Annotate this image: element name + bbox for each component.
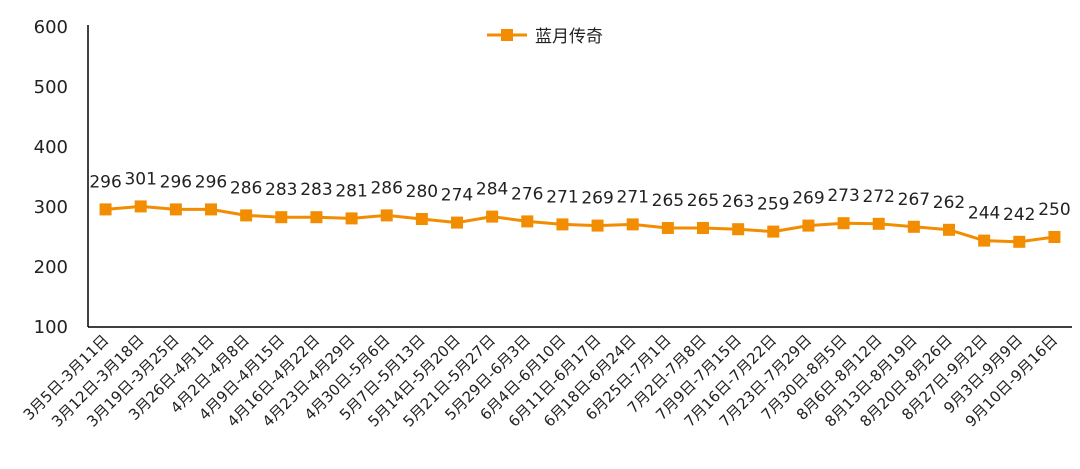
- data-label: 283: [300, 180, 332, 200]
- legend-marker-swatch: [501, 29, 513, 41]
- data-label: 269: [581, 189, 613, 209]
- data-point-marker: [661, 222, 674, 234]
- data-label: 286: [230, 178, 262, 198]
- y-tick-label: 200: [34, 257, 68, 278]
- data-point-marker: [837, 217, 850, 230]
- data-label: 296: [89, 172, 121, 192]
- data-label: 262: [933, 193, 965, 213]
- data-label: 263: [722, 192, 754, 212]
- data-point-marker: [275, 211, 288, 224]
- data-point-marker: [943, 223, 955, 236]
- data-point-marker: [907, 220, 920, 233]
- legend-label: 蓝月传奇: [535, 27, 603, 47]
- x-axis: 3月5日-3月11日3月12日-3月18日3月19日-3月25日3月26日-4月…: [20, 326, 1072, 431]
- data-label: 296: [195, 172, 227, 192]
- data-point-marker: [626, 218, 639, 231]
- data-label: 244: [968, 204, 1000, 224]
- data-point-marker: [486, 210, 499, 223]
- data-label: 269: [792, 189, 824, 209]
- data-label: 265: [652, 191, 684, 211]
- data-label: 267: [898, 190, 930, 210]
- data-point-marker: [205, 203, 217, 216]
- data-label: 242: [1003, 205, 1035, 225]
- data-point-marker: [380, 209, 393, 222]
- series-layer: 296 301 296 296 286 283 283 281 286 280 274 284 276 2…: [89, 169, 1071, 248]
- data-label: 283: [265, 180, 297, 200]
- data-point-marker: [697, 222, 709, 234]
- data-point-marker: [978, 234, 991, 247]
- y-axis: 100 200 300 400 500 600: [34, 17, 89, 338]
- data-label: 273: [827, 186, 859, 206]
- data-point-marker: [99, 203, 112, 216]
- data-label: 286: [370, 178, 402, 198]
- data-point-marker: [521, 215, 534, 228]
- data-point-marker: [556, 218, 569, 231]
- data-point-marker: [732, 223, 745, 236]
- data-label: 272: [862, 187, 894, 207]
- legend: 蓝月传奇: [487, 27, 603, 47]
- data-point-marker: [169, 203, 182, 216]
- data-label: 280: [406, 182, 438, 202]
- y-tick-label: 400: [34, 137, 68, 158]
- data-point-marker: [872, 217, 885, 230]
- y-tick-label: 300: [34, 197, 68, 218]
- data-point-marker: [767, 225, 780, 238]
- data-label: 271: [616, 187, 648, 207]
- data-point-marker: [451, 216, 463, 229]
- data-label: 265: [687, 191, 719, 211]
- y-tick-label: 600: [34, 17, 68, 38]
- data-point-marker: [345, 212, 358, 225]
- data-label: 274: [441, 186, 473, 206]
- series-line: [105, 204, 1055, 244]
- data-label: 271: [546, 187, 578, 207]
- data-label: 296: [160, 172, 192, 192]
- data-label: 250: [1038, 200, 1070, 220]
- data-label: 276: [511, 184, 543, 204]
- data-point-marker: [310, 211, 323, 224]
- data-point-marker: [802, 219, 815, 232]
- data-label: 301: [124, 169, 156, 189]
- data-label: 281: [335, 181, 367, 201]
- data-point-marker: [415, 213, 428, 225]
- data-point-marker: [1048, 231, 1061, 243]
- data-point-marker: [240, 209, 253, 222]
- y-tick-label: 100: [34, 317, 68, 338]
- data-point-marker: [591, 219, 604, 232]
- data-point-marker: [1013, 235, 1026, 248]
- data-point-marker: [134, 200, 147, 213]
- y-tick-label: 500: [34, 77, 68, 98]
- data-label: 284: [476, 180, 508, 200]
- data-label: 259: [757, 195, 789, 215]
